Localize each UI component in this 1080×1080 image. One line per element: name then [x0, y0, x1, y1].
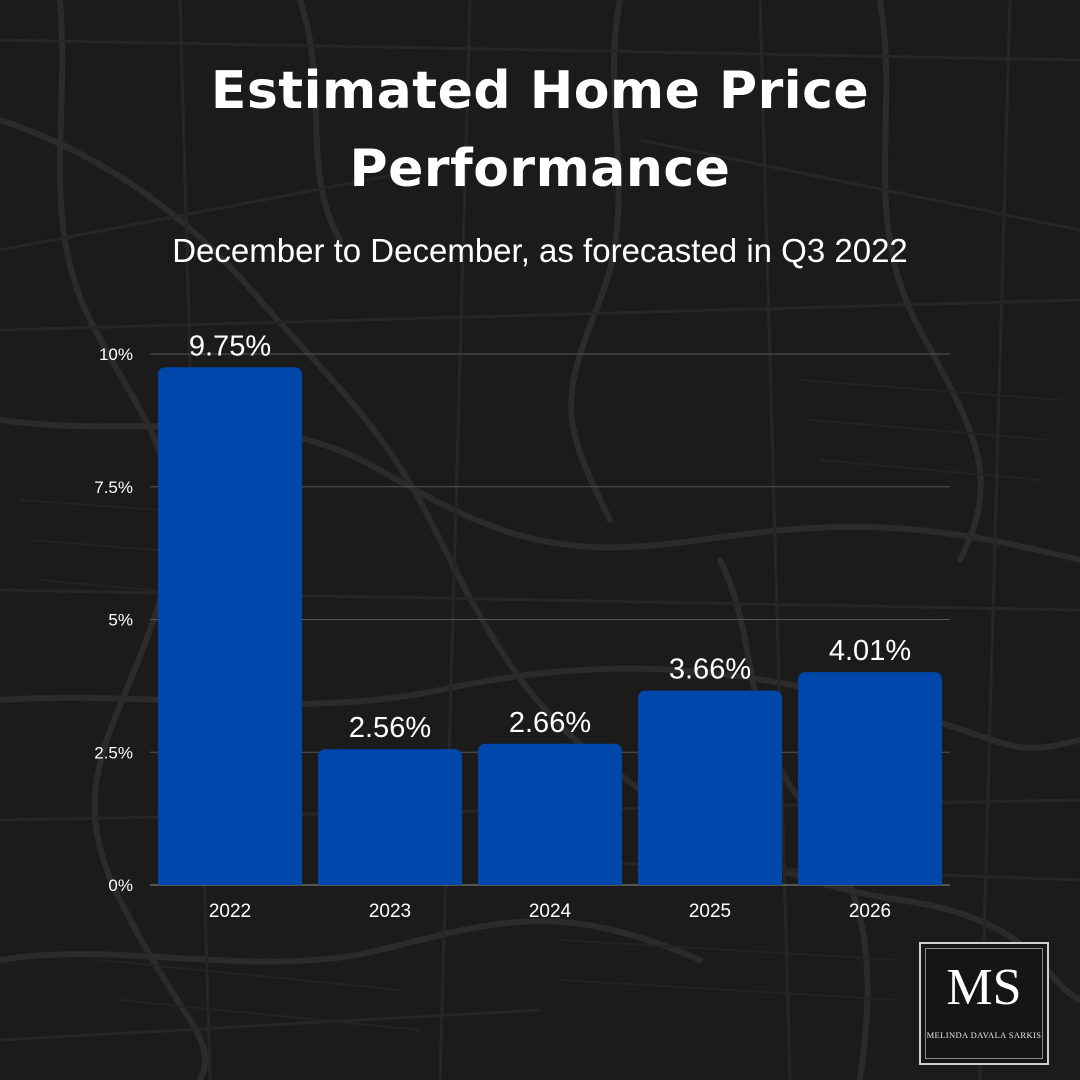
data-label: 9.75% — [189, 330, 271, 362]
page-title: Estimated Home Price Performance — [0, 52, 1080, 208]
bar-2022 — [158, 367, 302, 885]
y-tick-label: 5% — [108, 611, 133, 630]
y-tick-label: 2.5% — [94, 743, 133, 762]
logo-monogram: MS — [946, 959, 1022, 1016]
y-tick-label: 10% — [99, 345, 133, 364]
page-title-line-1: Estimated Home Price — [210, 61, 870, 121]
x-tick-label: 2023 — [369, 901, 411, 922]
bar-2024 — [478, 743, 622, 885]
x-tick-label: 2026 — [849, 901, 891, 922]
data-label: 2.66% — [509, 707, 591, 739]
bar-2023 — [318, 749, 462, 885]
data-label: 3.66% — [669, 654, 751, 686]
page-title-line-2: Performance — [349, 139, 731, 199]
logo-inner-frame — [925, 948, 1043, 1059]
y-tick-label: 7.5% — [94, 478, 133, 497]
data-label: 4.01% — [829, 635, 911, 667]
y-tick-label: 0% — [108, 876, 133, 895]
page-subtitle: December to December, as forecasted in Q… — [172, 232, 908, 269]
bar-2025 — [638, 690, 782, 885]
brand-logo: MS MELINDA DAVALA SARKIS — [919, 942, 1049, 1065]
logo-name: MELINDA DAVALA SARKIS — [926, 1030, 1042, 1040]
x-tick-label: 2024 — [529, 901, 572, 922]
x-tick-label: 2022 — [209, 901, 251, 922]
bar-2026 — [798, 672, 942, 885]
data-label: 2.56% — [349, 712, 431, 744]
x-tick-label: 2025 — [689, 901, 731, 922]
